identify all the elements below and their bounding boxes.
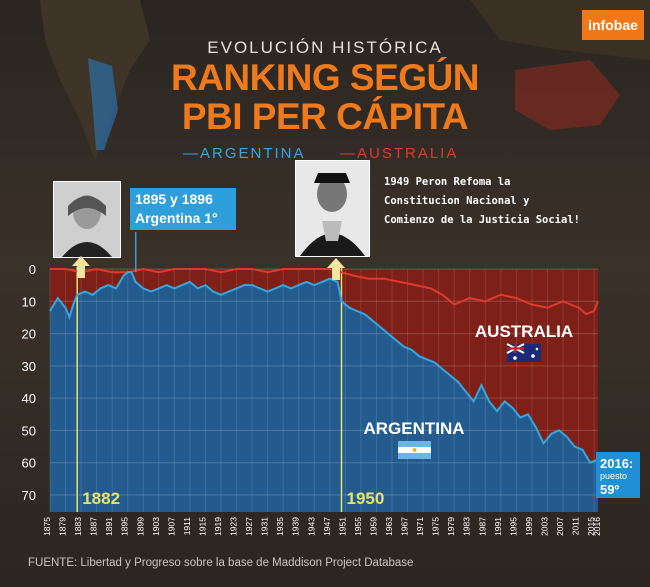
x-tick-label: 2011 [571, 517, 581, 536]
flag-australia-star [513, 356, 517, 360]
marker-label-1950: 1950 [346, 489, 384, 508]
x-tick-label: 1959 [368, 517, 378, 536]
label-australia: AUSTRALIA [475, 322, 573, 341]
y-tick-label: 70 [22, 488, 36, 503]
x-tick-label: 1911 [182, 517, 192, 536]
infobae-logo: infobae [582, 10, 644, 40]
header-title-line-1: RANKING SEGÚN [170, 57, 480, 98]
y-tick-label: 30 [22, 359, 36, 374]
x-tick-label: 1915 [197, 517, 207, 536]
x-tick-label: 1947 [322, 517, 332, 536]
y-tick-label: 0 [29, 262, 36, 277]
x-tick-label: 1991 [493, 517, 503, 536]
argentina-area [50, 272, 598, 512]
flag-australia-cross-red [507, 344, 524, 353]
end-label-puesto: puesto [600, 471, 627, 481]
x-tick-label: 1967 [400, 517, 410, 536]
x-tick-label: 1923 [229, 517, 239, 536]
x-tick-label: 1951 [337, 517, 347, 536]
flag-argentina-band [398, 453, 431, 459]
end-label-year: 2016: [600, 456, 633, 471]
portrait-1949 [295, 160, 370, 257]
x-tick-label: 2015 [586, 517, 596, 536]
label-argentina: ARGENTINA [363, 419, 464, 438]
x-tick-label: 1975 [431, 517, 441, 536]
x-tick-label: 2016 [592, 517, 602, 536]
end-label-box [596, 452, 640, 498]
x-tick-label: 1887 [89, 517, 99, 536]
series-australia-line [50, 267, 599, 316]
header-subtitle: EVOLUCIÓN HISTÓRICA [207, 38, 443, 57]
x-tick-label: 1995 [508, 517, 518, 536]
y-tick-label: 10 [22, 294, 36, 309]
up-arrow-icon [327, 258, 345, 280]
flag-australia-star [535, 347, 539, 351]
annotation-1895: 1895 y 1896 Argentina 1° [130, 188, 236, 230]
y-tick-label: 20 [22, 327, 36, 342]
y-tick-label: 50 [22, 423, 36, 438]
x-tick-label: 1883 [73, 517, 83, 536]
x-tick-label: 1879 [58, 517, 68, 536]
y-tick-label: 40 [22, 391, 36, 406]
flag-australia-star [531, 354, 535, 358]
x-tick-label: 1927 [244, 517, 254, 536]
x-tick-label: 1907 [166, 517, 176, 536]
legend-argentina: —ARGENTINA [183, 145, 306, 162]
x-tick-label: 1899 [135, 517, 145, 536]
marker-label-1882: 1882 [82, 489, 120, 508]
end-label-rank: 59º [600, 482, 619, 497]
y-tick-label: 60 [22, 456, 36, 471]
header-title-line-2: PBI PER CÁPITA [181, 96, 469, 137]
x-tick-label: 1939 [291, 517, 301, 536]
x-tick-label: 1955 [353, 517, 363, 536]
x-tick-label: 1999 [524, 517, 534, 536]
x-tick-label: 1875 [42, 517, 52, 536]
x-tick-label: 1895 [120, 517, 130, 536]
portrait-1895 [53, 181, 121, 258]
x-tick-label: 2007 [555, 517, 565, 536]
x-tick-label: 2003 [539, 517, 549, 536]
x-tick-label: 1979 [446, 517, 456, 536]
x-tick-label: 1987 [477, 517, 487, 536]
x-tick-label: 1931 [260, 517, 270, 536]
up-arrow-icon [72, 256, 90, 278]
annotation-1949: 1949 Peron Refoma la Constitucion Nacion… [384, 176, 580, 226]
series-argentina-line [49, 271, 599, 464]
legend-australia: —AUSTRALIA [340, 145, 459, 162]
x-tick-label: 1943 [306, 517, 316, 536]
x-tick-label: 1971 [415, 517, 425, 536]
x-tick-label: 1935 [275, 517, 285, 536]
x-tick-label: 1963 [384, 517, 394, 536]
flag-argentina-icon [398, 441, 431, 447]
x-tick-label: 1903 [151, 517, 161, 536]
flag-argentina-sun [412, 448, 417, 452]
source-note: FUENTE: Libertad y Progreso sobre la bas… [28, 557, 414, 569]
x-tick-label: 1983 [462, 517, 472, 536]
x-tick-label: 1919 [213, 517, 223, 536]
x-tick-label: 1891 [104, 517, 114, 536]
